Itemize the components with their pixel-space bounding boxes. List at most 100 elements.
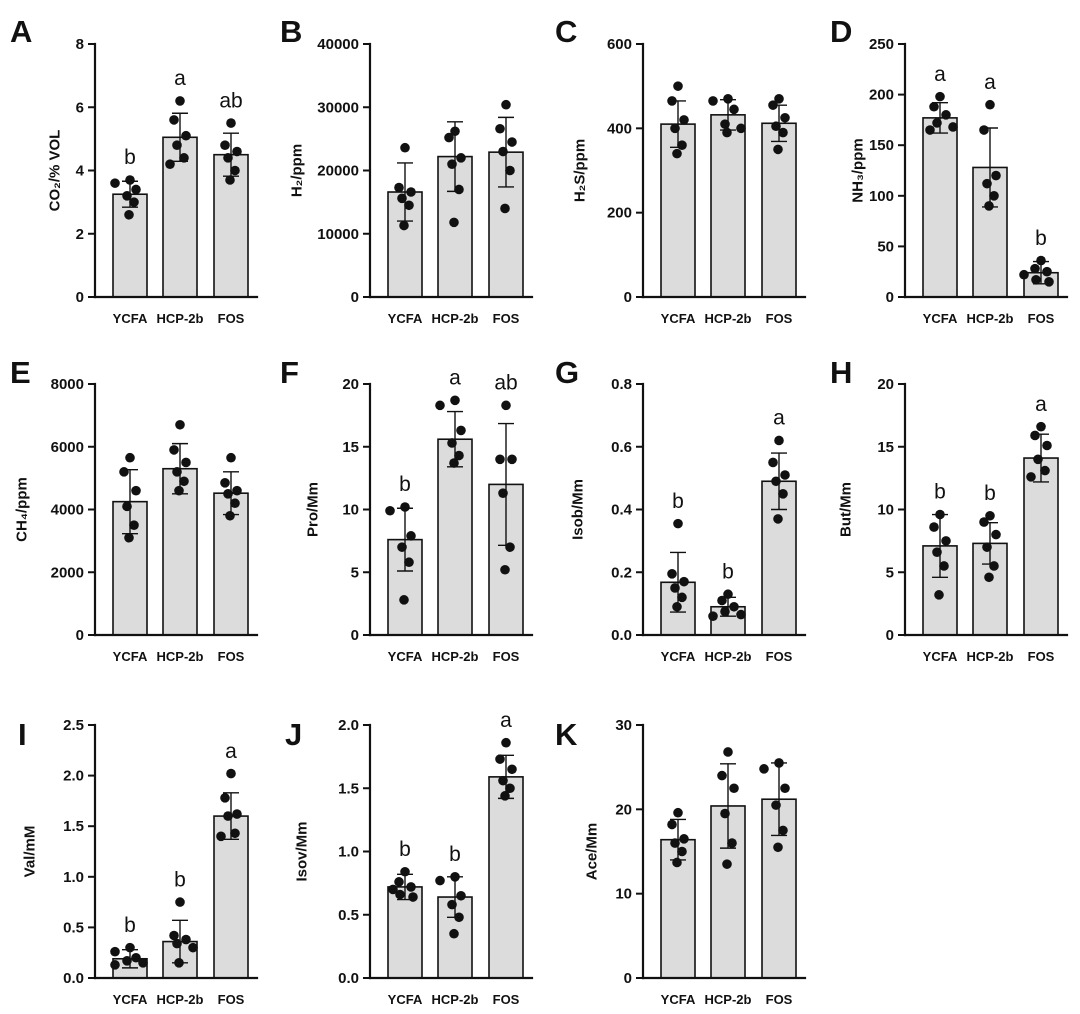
y-axis-label: CH₄/ppm xyxy=(14,477,31,542)
data-point xyxy=(232,485,242,496)
data-point xyxy=(982,178,992,189)
data-point xyxy=(670,583,680,593)
data-point xyxy=(454,184,464,195)
y-tick-label: 1.5 xyxy=(63,818,84,835)
data-point xyxy=(679,576,689,587)
data-point xyxy=(232,146,242,157)
data-point xyxy=(505,783,515,794)
data-point xyxy=(673,807,683,818)
panel-label: K xyxy=(555,717,578,752)
data-point xyxy=(216,831,226,842)
significance-letter: a xyxy=(500,709,512,732)
y-tick-label: 0 xyxy=(76,289,84,306)
data-point xyxy=(717,770,727,781)
data-point xyxy=(989,191,999,201)
data-point xyxy=(505,542,515,552)
data-point xyxy=(444,132,454,143)
data-point xyxy=(500,203,510,214)
data-point xyxy=(935,91,945,102)
data-point xyxy=(435,400,445,411)
data-point xyxy=(501,737,511,748)
bar-fos xyxy=(1023,457,1059,636)
error-bar xyxy=(720,763,736,849)
data-point xyxy=(404,200,414,211)
significance-letter: ab xyxy=(219,89,242,112)
data-point xyxy=(110,960,120,970)
y-tick-label: 6000 xyxy=(51,439,84,456)
data-point xyxy=(500,564,510,575)
data-point xyxy=(768,100,778,110)
data-point xyxy=(181,934,191,945)
significance-letter: b xyxy=(399,838,411,861)
y-tick-label: 20 xyxy=(615,801,632,818)
y-tick-label: 10 xyxy=(877,502,894,519)
data-point xyxy=(397,542,407,552)
data-point xyxy=(225,510,235,521)
y-tick-label: 5 xyxy=(351,564,359,581)
data-point xyxy=(225,175,235,185)
data-point xyxy=(1019,269,1029,280)
significance-letter: b xyxy=(722,560,734,583)
data-point xyxy=(181,457,191,468)
data-point xyxy=(673,518,683,529)
y-tick-label: 10 xyxy=(342,502,359,519)
y-axis-label: But/Mm xyxy=(838,482,855,537)
y-tick-label: 2.0 xyxy=(63,768,84,785)
data-point xyxy=(941,536,951,546)
bar-hcp-2b xyxy=(437,438,473,636)
panel-label: E xyxy=(10,355,31,390)
y-tick-label: 0.5 xyxy=(338,907,359,924)
y-tick-label: 0.0 xyxy=(338,970,359,987)
y-tick-label: 0.8 xyxy=(611,376,632,393)
bar-fos xyxy=(213,815,249,979)
y-tick-label: 0 xyxy=(76,627,84,644)
x-tick-label: YCFA xyxy=(113,992,148,1007)
y-axis-label: Ace/Mm xyxy=(584,823,601,881)
data-point xyxy=(435,875,445,886)
data-point xyxy=(939,561,949,571)
x-tick-label: YCFA xyxy=(388,649,423,664)
data-point xyxy=(727,838,737,848)
data-point xyxy=(449,928,459,939)
data-point xyxy=(388,884,398,895)
data-point xyxy=(677,592,687,603)
y-tick-label: 200 xyxy=(869,87,894,104)
data-point xyxy=(736,123,746,134)
data-point xyxy=(708,611,718,621)
data-point xyxy=(507,764,517,775)
data-point xyxy=(500,791,510,801)
x-tick-label: FOS xyxy=(493,649,520,664)
data-point xyxy=(447,438,457,448)
data-point xyxy=(773,144,783,155)
data-point xyxy=(172,467,182,477)
data-point xyxy=(771,121,781,132)
data-point xyxy=(404,557,414,568)
y-tick-label: 4 xyxy=(76,163,85,180)
data-point xyxy=(220,793,230,803)
data-point xyxy=(771,476,781,487)
data-point xyxy=(1036,255,1046,266)
x-tick-label: YCFA xyxy=(661,649,696,664)
significance-letter: a xyxy=(984,71,996,94)
significance-letter: b xyxy=(124,146,136,169)
y-tick-label: 30 xyxy=(615,717,632,734)
panel-label: A xyxy=(10,14,32,49)
data-point xyxy=(175,96,185,106)
data-point xyxy=(447,159,457,169)
data-point xyxy=(679,834,689,844)
data-point xyxy=(780,783,790,794)
x-tick-label: YCFA xyxy=(113,311,148,326)
y-tick-label: 2.0 xyxy=(338,717,359,734)
data-point xyxy=(1040,465,1050,476)
panel-label: F xyxy=(280,355,299,390)
y-axis-label: CO₂/% VOL xyxy=(47,130,64,212)
data-point xyxy=(1042,440,1052,451)
data-point xyxy=(667,569,677,579)
panel-label: B xyxy=(280,14,302,49)
data-point xyxy=(507,454,517,465)
data-point xyxy=(991,529,1001,540)
data-point xyxy=(717,595,727,606)
data-point xyxy=(223,153,233,163)
data-point xyxy=(929,522,939,532)
data-point xyxy=(774,758,784,768)
